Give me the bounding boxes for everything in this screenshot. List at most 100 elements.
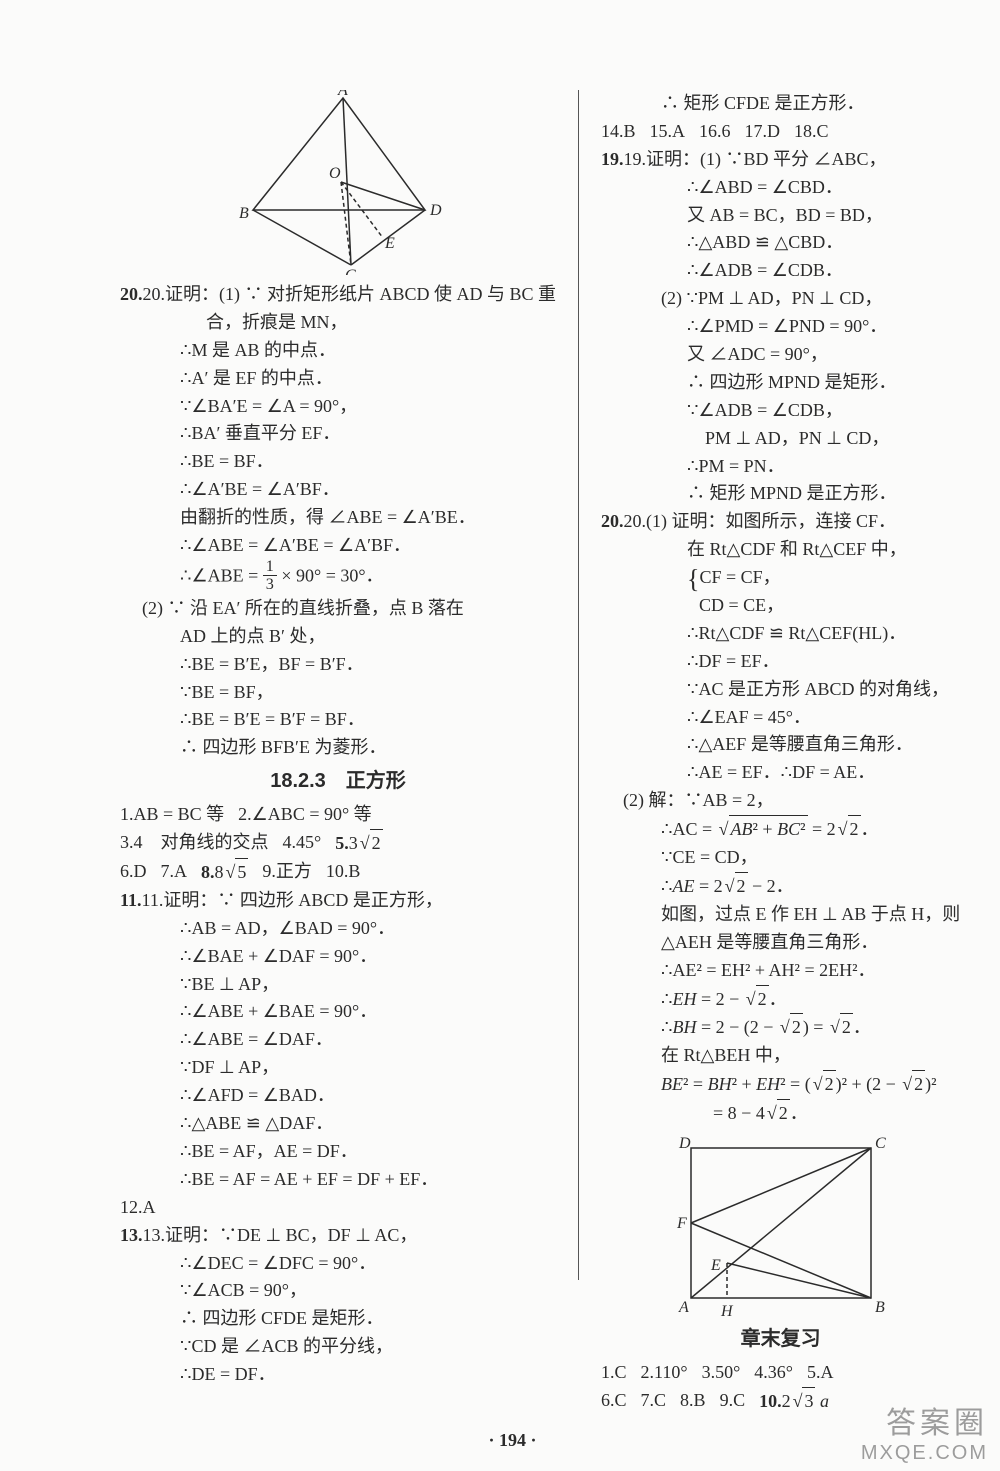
q7: 7.A: [161, 858, 188, 887]
row-end1: 1.C 2.110° 3.50° 4.36° 5.A: [601, 1359, 960, 1387]
left-column: A B C D E O 20.20.证明：(1) ∵ 对折矩形纸片 ABCD 使…: [120, 90, 578, 1416]
q4: 4.45°: [283, 829, 322, 858]
q11-l11: ∴BE = AF = AE + EF = DF + EF．: [120, 1166, 556, 1194]
q10: 10.B: [326, 858, 361, 887]
svg-text:D: D: [429, 202, 442, 219]
svg-text:C: C: [345, 267, 356, 275]
q11-head: 11.11.证明：∵ 四边形 ABCD 是正方形，: [120, 887, 556, 915]
section-chapter-review: 章末复习: [601, 1324, 960, 1355]
q19-l2: ∴∠ABD = ∠CBD．: [601, 174, 960, 202]
q17: 17.D: [745, 118, 781, 146]
svg-text:B: B: [239, 205, 249, 222]
re-q3: 3.50°: [702, 1359, 741, 1387]
q20r-l8: ∴△AEF 是等腰直角三角形．: [601, 731, 960, 759]
q9: 9.正方: [262, 858, 312, 887]
q20-p2l1: (2) ∵ 沿 EA′ 所在的直线折叠，点 B 落在: [120, 595, 556, 623]
q13-l2: ∴∠DEC = ∠DFC = 90°．: [120, 1250, 556, 1278]
page-number: · 194 ·: [120, 1430, 905, 1451]
q13-head: 13.13.证明：∵DE ⊥ BC，DF ⊥ AC，: [120, 1222, 556, 1250]
r-top: ∴ 矩形 CFDE 是正方形．: [601, 90, 960, 118]
q20r-head: 20.20.(1) 证明：如图所示，连接 CF．: [601, 508, 960, 536]
q19-p2l1: (2) ∵PM ⊥ AD，PN ⊥ CD，: [601, 285, 960, 313]
re-q5: 5.A: [807, 1359, 834, 1387]
q13-l6: ∴DE = DF．: [120, 1361, 556, 1389]
q11-l5: ∴∠ABE + ∠BAE = 90°．: [120, 998, 556, 1026]
figure-triangle: A B C D E O: [233, 90, 443, 275]
q13-l5: ∵CD 是 ∠ACB 的平分线，: [120, 1333, 556, 1361]
svg-text:C: C: [875, 1135, 886, 1152]
figure-square: A B C D E F H: [671, 1128, 891, 1318]
q20-l7: ∴BE = BF．: [120, 448, 556, 476]
q19-head: 19.19.证明：(1) ∵BD 平分 ∠ABC，: [601, 146, 960, 174]
q20r-p2l11: BE² = BH² + EH² = (2)² + (2 − 2)²: [601, 1070, 960, 1099]
q20-l10: ∴∠ABE = ∠A′BE = ∠A′BF．: [120, 532, 556, 560]
q20-p2l4: ∵BE = BF，: [120, 679, 556, 707]
q20r-p2l4: ∴AE = 22 − 2．: [601, 872, 960, 901]
q20r-p2l1: (2) 解：∵AB = 2，: [601, 787, 960, 815]
q8: 8.85: [201, 858, 248, 887]
q20-l9: 由翻折的性质，得 ∠ABE = ∠A′BE．: [120, 504, 556, 532]
q11-l10: ∴BE = AF，AE = DF．: [120, 1138, 556, 1166]
q20r-l3b: CD = CE，: [601, 592, 960, 620]
svg-text:D: D: [678, 1135, 691, 1152]
q20-p2l5: ∴BE = B′E = B′F = BF．: [120, 706, 556, 734]
q20-p2l6: ∴ 四边形 BFB′E 为菱形．: [120, 734, 556, 762]
q20r-l3: {CF = CF，: [601, 564, 960, 592]
row-q14-18: 14.B 15.A 16.6 17.D 18.C: [601, 118, 960, 146]
q20-head: 20.20.证明：(1) ∵ 对折矩形纸片 ABCD 使 AD 与 BC 重: [120, 281, 556, 309]
row-q6-10: 6.D 7.A 8.85 9.正方 10.B: [120, 858, 556, 887]
q20-l5: ∵∠BA′E = ∠A = 90°，: [120, 393, 556, 421]
q11-l4: ∵BE ⊥ AP，: [120, 971, 556, 999]
row-q3-5: 3.4 对角线的交点 4.45° 5.32: [120, 829, 556, 858]
re-q9: 9.C: [720, 1387, 746, 1416]
re-q1: 1.C: [601, 1359, 627, 1387]
q20-p2l2: AD 上的点 B′ 处，: [120, 623, 556, 651]
re-q8: 8.B: [680, 1387, 706, 1416]
q19-p2l6: PM ⊥ AD，PN ⊥ CD，: [601, 425, 960, 453]
q14: 14.B: [601, 118, 636, 146]
q20-l2: 合，折痕是 MN，: [120, 309, 556, 337]
watermark-en: MXQE.COM: [861, 1442, 988, 1465]
q20r-l6: ∵AC 是正方形 ABCD 的对角线，: [601, 676, 960, 704]
q19-l4: ∴△ABD ≌ △CBD．: [601, 229, 960, 257]
q11-l8: ∴∠AFD = ∠BAD．: [120, 1082, 556, 1110]
q6: 6.D: [120, 858, 147, 887]
svg-text:H: H: [720, 1303, 734, 1318]
q13-l4: ∴ 四边形 CFDE 是矩形．: [120, 1305, 556, 1333]
q12: 12.A: [120, 1194, 556, 1222]
q11-l9: ∴△ABE ≌ △DAF．: [120, 1110, 556, 1138]
re-q7: 7.C: [641, 1387, 667, 1416]
q11-l6: ∴∠ABE = ∠DAF．: [120, 1026, 556, 1054]
q20r-l4: ∴Rt△CDF ≌ Rt△CEF(HL)．: [601, 620, 960, 648]
q20r-l5: ∴DF = EF．: [601, 648, 960, 676]
q20-l6: ∴BA′ 垂直平分 EF．: [120, 420, 556, 448]
q20r-p2l9: ∴BH = 2 − (2 − 2) = 2．: [601, 1013, 960, 1042]
two-column-body: A B C D E O 20.20.证明：(1) ∵ 对折矩形纸片 ABCD 使…: [120, 90, 905, 1416]
svg-text:B: B: [875, 1299, 885, 1316]
right-column: ∴ 矩形 CFDE 是正方形． 14.B 15.A 16.6 17.D 18.C…: [579, 90, 960, 1416]
q20-l11: ∴∠ABE = 13 × 90° = 30°．: [120, 560, 556, 595]
q20-l4: ∴A′ 是 EF 的中点．: [120, 365, 556, 393]
q19-p2l2: ∴∠PMD = ∠PND = 90°．: [601, 313, 960, 341]
re-q4: 4.36°: [754, 1359, 793, 1387]
svg-text:F: F: [676, 1215, 687, 1232]
re-q2: 2.110°: [641, 1359, 688, 1387]
re-q10: 10.23 a: [759, 1387, 829, 1416]
q20r-p2l8: ∴EH = 2 − 2．: [601, 985, 960, 1014]
q20r-p2l2: ∴AC = AB² + BC² = 22．: [601, 815, 960, 844]
q20r-l9: ∴AE = EF．∴DF = AE．: [601, 759, 960, 787]
q20-l8: ∴∠A′BE = ∠A′BF．: [120, 476, 556, 504]
q3: 3.4 对角线的交点: [120, 829, 269, 858]
q20-l3: ∴M 是 AB 的中点．: [120, 337, 556, 365]
q20r-p2l12: = 8 − 42．: [601, 1099, 960, 1128]
svg-text:E: E: [710, 1257, 721, 1274]
watermark-cn: 答案圈: [861, 1398, 988, 1442]
q19-l3: 又 AB = BC，BD = BD，: [601, 202, 960, 230]
svg-text:A: A: [337, 90, 348, 99]
q11-l7: ∵DF ⊥ AP，: [120, 1054, 556, 1082]
q19-p2l7: ∴PM = PN．: [601, 453, 960, 481]
svg-text:O: O: [329, 165, 341, 182]
row-q1-2: 1.AB = BC 等 2.∠ABC = 90° 等: [120, 801, 556, 829]
q19-p2l5: ∵∠ADB = ∠CDB，: [601, 397, 960, 425]
q19-l5: ∴∠ADB = ∠CDB．: [601, 257, 960, 285]
